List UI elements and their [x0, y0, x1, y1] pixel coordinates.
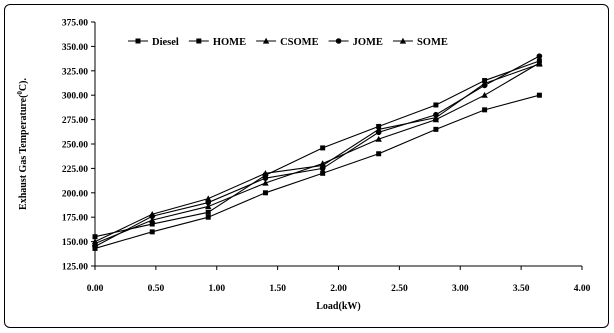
series-line-some	[94, 63, 540, 243]
y-tick-label: 150.00	[62, 238, 88, 248]
axes: 125.00 150.00 175.00 200.00 225.00 250.00 275.…	[62, 19, 591, 295]
data-point-diesel	[433, 126, 439, 132]
data-point-home	[92, 234, 98, 240]
y-tick-label: 375.00	[62, 19, 88, 29]
legend-marker	[335, 38, 342, 44]
y-tick-label: 275.00	[62, 116, 88, 126]
data-point-some	[375, 126, 382, 132]
series-line-csome	[94, 62, 540, 245]
x-axis-title: Load(kW)	[316, 301, 360, 312]
x-tick-label: 0.50	[148, 284, 165, 294]
x-tick-label: 1.00	[208, 284, 225, 294]
data-point-jome	[536, 53, 543, 59]
chart-frame	[4, 4, 609, 328]
series-line-home	[94, 60, 540, 238]
data-point-home	[433, 102, 439, 108]
legend-item-home: HOME	[188, 37, 246, 48]
y-tick-label: 250.00	[62, 141, 88, 151]
x-tick-label: 3.50	[513, 284, 530, 294]
data-point-diesel	[149, 229, 155, 235]
data-point-csome	[481, 91, 488, 98]
series-line-diesel	[94, 94, 540, 249]
data-point-diesel	[482, 107, 488, 113]
y-tick-label: 125.00	[62, 263, 88, 273]
y-tick-label: 225.00	[62, 165, 88, 175]
series-jome	[92, 53, 543, 250]
legend-label: JOME	[353, 37, 383, 48]
legend-label: CSOME	[280, 37, 319, 48]
data-point-home	[149, 221, 155, 227]
legend-label: SOME	[417, 37, 448, 48]
series-diesel	[92, 92, 542, 251]
legend-marker	[262, 37, 270, 44]
data-point-some	[319, 162, 326, 169]
legend-label: Diesel	[152, 37, 179, 48]
y-tick-label: 350.00	[62, 43, 88, 53]
data-point-csome	[375, 135, 382, 142]
x-tick-label: 2.50	[391, 284, 408, 294]
y-axis-title-superscript: 0	[16, 91, 24, 95]
data-point-jome	[92, 243, 98, 250]
data-point-some	[205, 195, 212, 202]
legend-marker	[399, 37, 407, 44]
y-axis-title-suffix: C).	[18, 78, 29, 92]
x-tick-label: 1.50	[269, 284, 286, 294]
data-point-home	[205, 209, 211, 215]
y-tick-label: 175.00	[62, 214, 88, 224]
data-point-some	[432, 114, 440, 121]
y-axis-title: Exhaust Gas Temperature(0C).	[16, 78, 29, 210]
data-point-home	[320, 145, 326, 151]
data-point-some	[91, 238, 99, 245]
y-axis-title-prefix: Exhaust Gas Temperature(	[18, 94, 29, 210]
data-point-csome	[149, 216, 156, 223]
data-point-csome	[262, 179, 269, 186]
data-point-diesel	[262, 190, 268, 196]
data-point-diesel	[376, 151, 382, 157]
x-tick-label: 0.00	[87, 284, 104, 294]
y-tick-label: 325.00	[62, 67, 88, 77]
data-point-diesel	[320, 170, 326, 176]
x-tick-label: 2.00	[330, 284, 347, 294]
legend-item-some: SOME	[392, 37, 448, 48]
legend: Diesel HOME CSOME JOME SOME	[128, 37, 448, 48]
x-tick-label: 4.00	[574, 284, 591, 294]
legend-item-csome: CSOME	[256, 37, 319, 48]
legend-label: HOME	[213, 37, 246, 48]
y-tick-label: 200.00	[62, 189, 88, 199]
legend-item-diesel: Diesel	[128, 37, 179, 48]
data-point-some	[536, 60, 543, 67]
data-point-jome	[262, 175, 269, 181]
series-csome	[91, 59, 543, 247]
series-layer	[91, 53, 543, 251]
y-tick-label: 300.00	[62, 92, 88, 102]
legend-item-jome: JOME	[328, 37, 383, 48]
data-point-csome	[205, 203, 212, 210]
series-some	[91, 60, 543, 245]
data-point-diesel	[536, 92, 542, 98]
x-tick-label: 3.00	[452, 284, 469, 294]
data-point-some	[481, 80, 488, 87]
data-point-some	[262, 169, 269, 176]
legend-marker	[196, 38, 202, 44]
legend-marker	[135, 38, 141, 44]
data-point-diesel	[205, 214, 211, 220]
data-point-some	[149, 210, 156, 217]
